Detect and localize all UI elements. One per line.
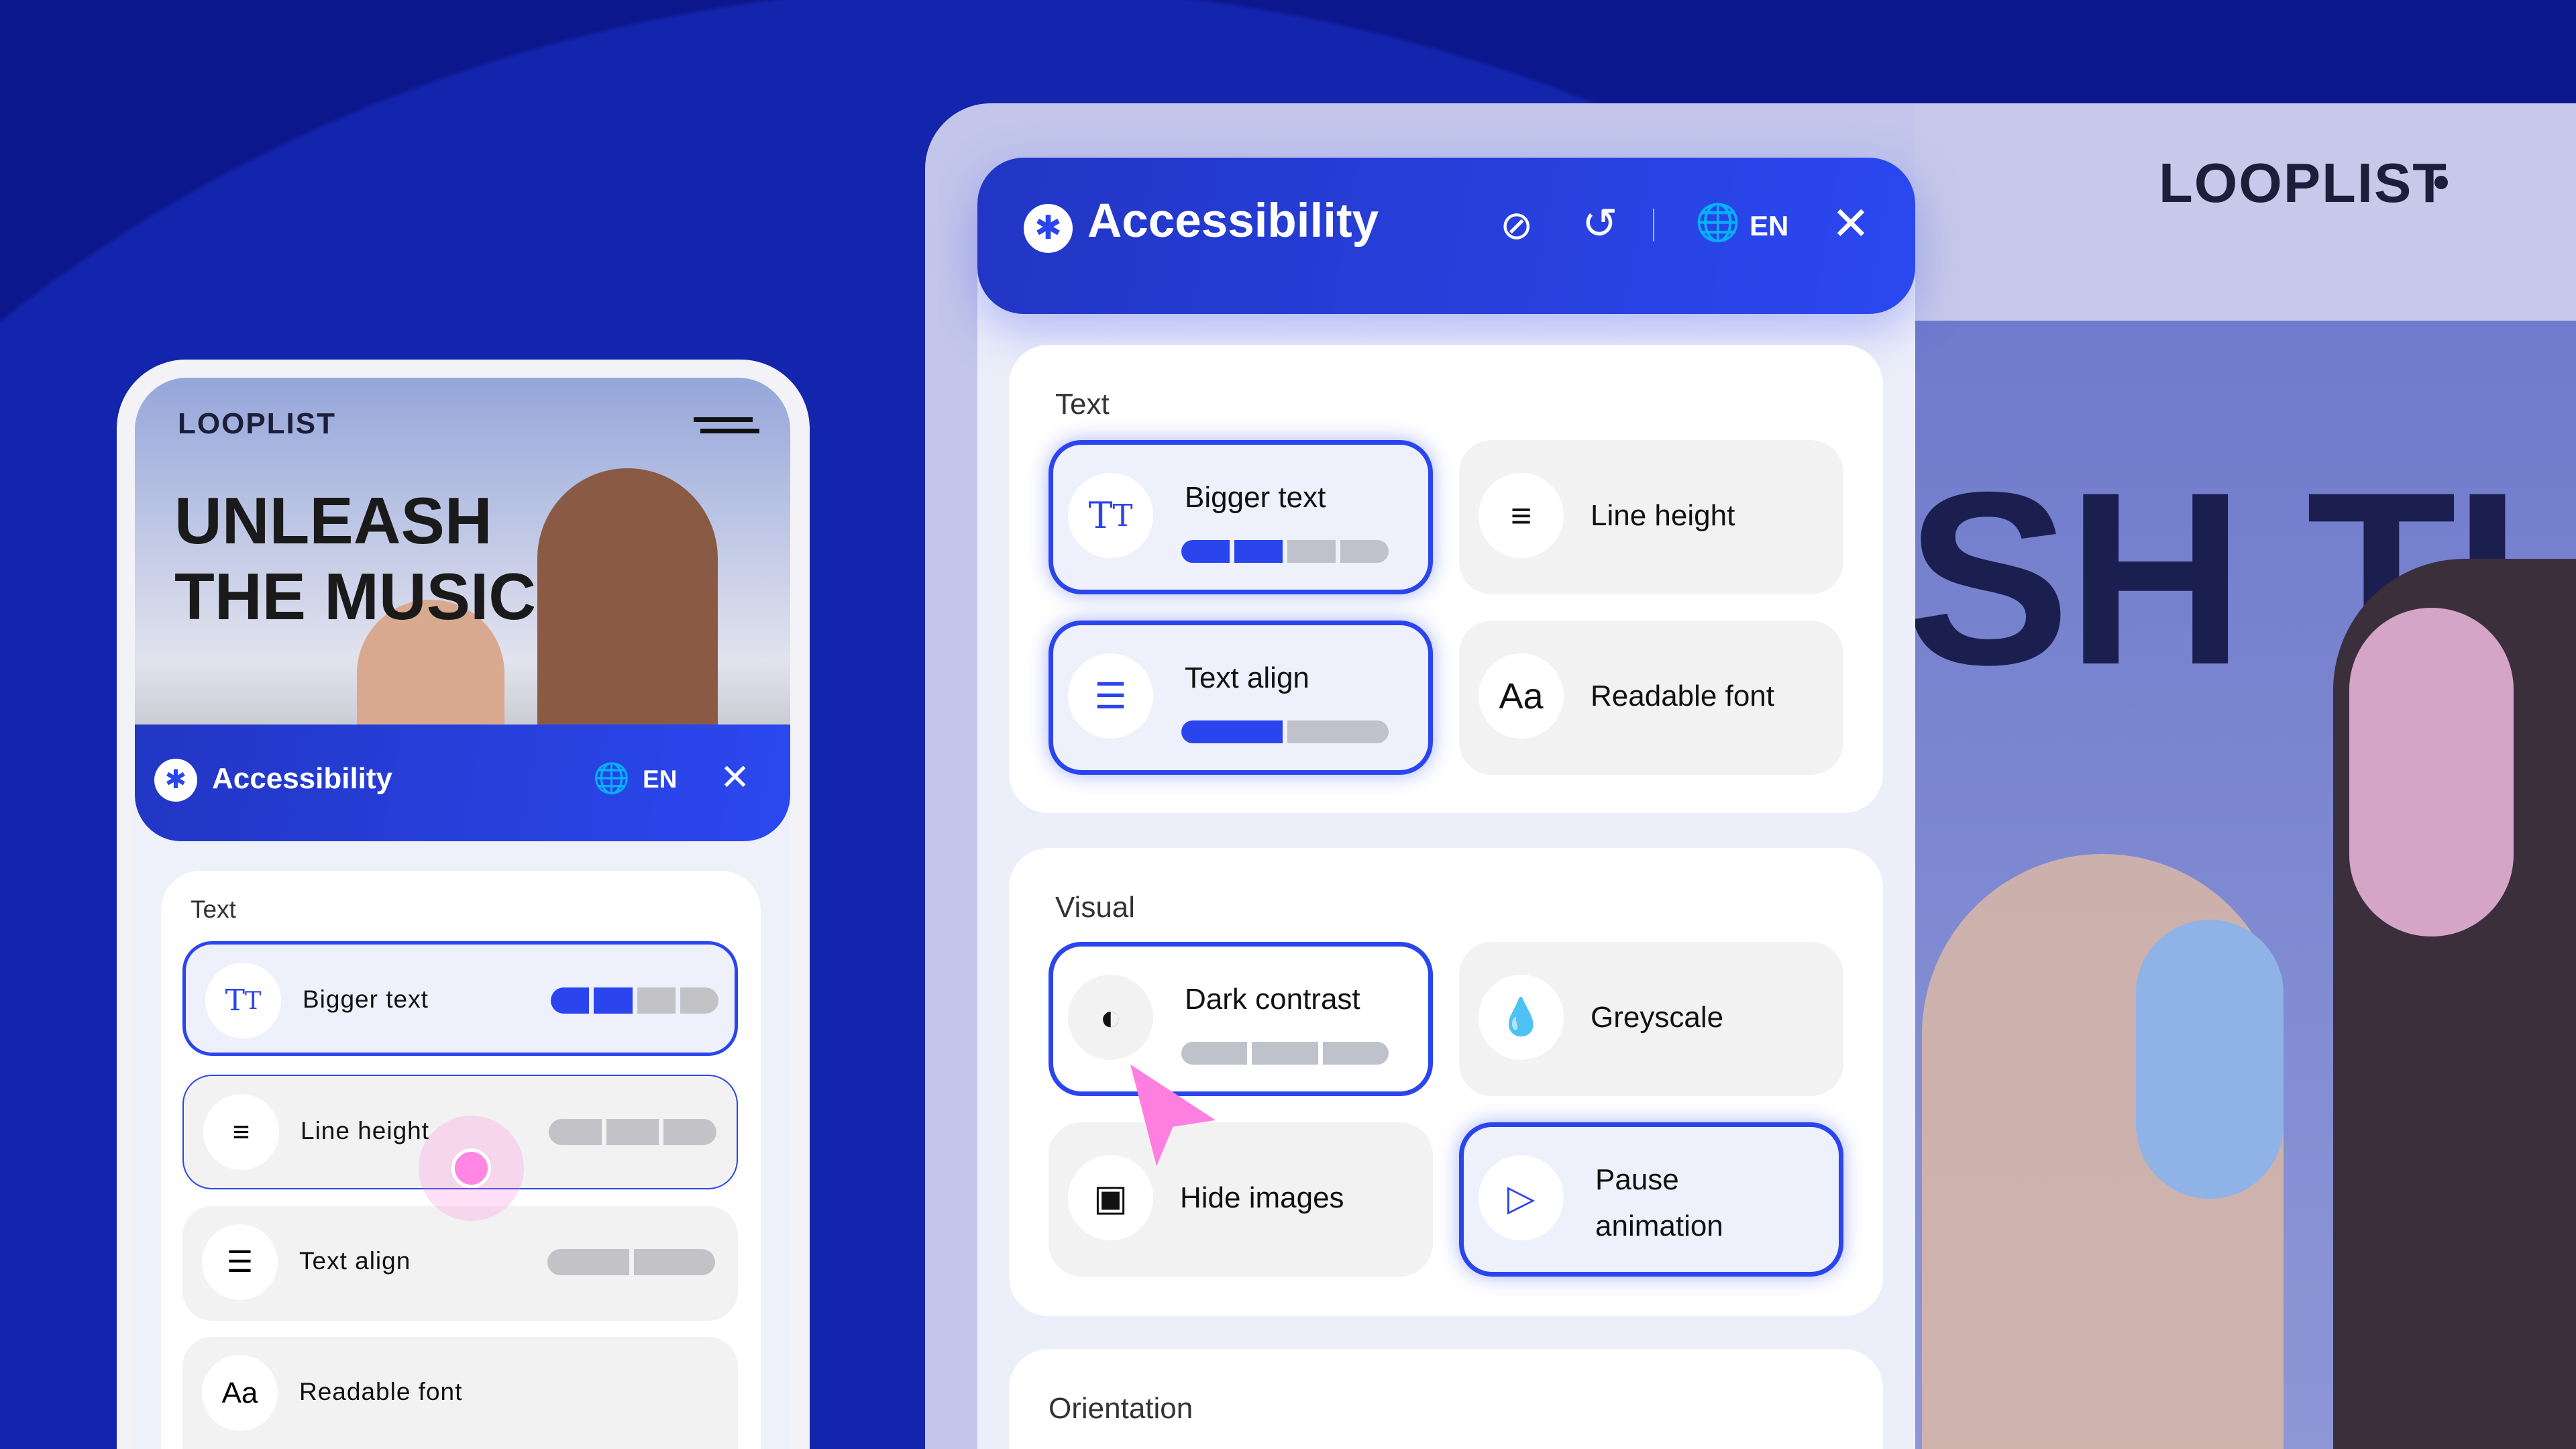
reset-icon[interactable]: ↺ — [1582, 199, 1618, 248]
accessibility-icon: ✱ — [1024, 204, 1073, 253]
line-height-icon: ≡ — [203, 1094, 279, 1170]
close-icon[interactable]: ✕ — [720, 757, 751, 798]
tile-hide-images[interactable]: ▣ Hide images — [1049, 1122, 1433, 1277]
level-indicator — [1181, 1042, 1389, 1065]
pink-headphones-image — [2349, 608, 2514, 936]
row-readable-font[interactable]: Aa Readable font — [182, 1337, 738, 1449]
tile-label: Pause animation — [1595, 1163, 1723, 1242]
close-icon[interactable]: ✕ — [1831, 198, 1870, 250]
logo-dot — [2434, 176, 2448, 189]
row-label: Readable font — [299, 1378, 463, 1405]
globe-icon[interactable]: 🌐 — [1695, 203, 1741, 243]
section-visual: Visual ◐ Dark contrast 💧 Greyscale ▣ Hid… — [1009, 848, 1883, 1316]
tile-pause-animation[interactable]: ▷ Pause animation — [1459, 1122, 1843, 1277]
tile-label: Bigger text — [1185, 481, 1326, 514]
drop-icon: 💧 — [1479, 975, 1564, 1060]
section-title: Orientation — [1049, 1392, 1193, 1425]
contrast-icon: ◐ — [1068, 975, 1153, 1060]
level-indicator — [549, 1119, 717, 1145]
language-selector[interactable]: EN — [1750, 210, 1789, 241]
section-title: Text — [191, 896, 236, 923]
hide-image-icon: ▣ — [1068, 1155, 1153, 1240]
panel-title: Accessibility — [1087, 195, 1379, 248]
cursor-arrow-icon — [1130, 1064, 1216, 1167]
site-hero: SH TH — [1915, 321, 2576, 1449]
tile-greyscale[interactable]: 💧 Greyscale — [1459, 942, 1843, 1096]
level-indicator — [551, 987, 718, 1014]
row-text-align[interactable]: ☰ Text align — [182, 1206, 738, 1321]
person-image — [537, 468, 718, 747]
section-title: Text — [1055, 388, 1110, 421]
row-label: Line height — [301, 1117, 430, 1144]
section-orientation: Orientation — [1009, 1349, 1883, 1449]
phone-panel-title: Accessibility — [212, 762, 393, 795]
menu-icon[interactable] — [694, 417, 753, 422]
tile-line-height[interactable]: ≡ Line height — [1459, 440, 1843, 594]
align-left-icon: ☰ — [202, 1224, 278, 1300]
tile-dark-contrast[interactable]: ◐ Dark contrast — [1049, 942, 1433, 1096]
level-indicator — [547, 1249, 715, 1275]
phone-panel-header: ✱ Accessibility 🌐 EN ✕ — [135, 724, 790, 841]
tile-label: Readable font — [1591, 680, 1774, 712]
tile-label: Line height — [1591, 499, 1735, 532]
line-height-icon: ≡ — [1479, 473, 1564, 558]
phone-logo[interactable]: LOOPLIST — [178, 407, 336, 440]
hide-eye-icon[interactable]: ⊘ — [1500, 203, 1534, 248]
panel-header: ✱ Accessibility ⊘ ↺ 🌐 EN ✕ — [977, 158, 1915, 314]
align-left-icon: ☰ — [1068, 653, 1153, 739]
font-icon: Aa — [1479, 653, 1564, 739]
level-indicator — [1181, 720, 1389, 743]
row-label: Bigger text — [303, 985, 429, 1013]
tile-text-align[interactable]: ☰ Text align — [1049, 621, 1433, 775]
level-indicator — [1181, 540, 1389, 563]
row-line-height[interactable]: ≡ Line height — [182, 1075, 738, 1189]
site-logo[interactable]: LOOPLIST — [2159, 152, 2448, 214]
tile-label: Hide images — [1180, 1181, 1344, 1214]
row-label: Text align — [299, 1247, 411, 1275]
tile-label: Text align — [1185, 661, 1309, 694]
language-selector[interactable]: EN — [643, 765, 678, 793]
divider — [1653, 209, 1654, 241]
phone-hero-heading: UNLEASH THE MUSIC — [174, 484, 536, 633]
tile-label: Greyscale — [1591, 1001, 1724, 1034]
person-image-2 — [357, 600, 504, 747]
site-header — [1915, 103, 2576, 321]
section-title: Visual — [1055, 891, 1136, 924]
touch-indicator — [419, 1116, 524, 1221]
accessibility-icon: ✱ — [154, 759, 197, 802]
globe-icon[interactable]: 🌐 — [593, 762, 630, 795]
pause-animation-icon: ▷ — [1479, 1155, 1564, 1240]
headphones-image — [2136, 920, 2284, 1199]
font-icon: Aa — [202, 1355, 278, 1431]
tile-readable-font[interactable]: Aa Readable font — [1459, 621, 1843, 775]
tile-label: Dark contrast — [1185, 983, 1360, 1016]
